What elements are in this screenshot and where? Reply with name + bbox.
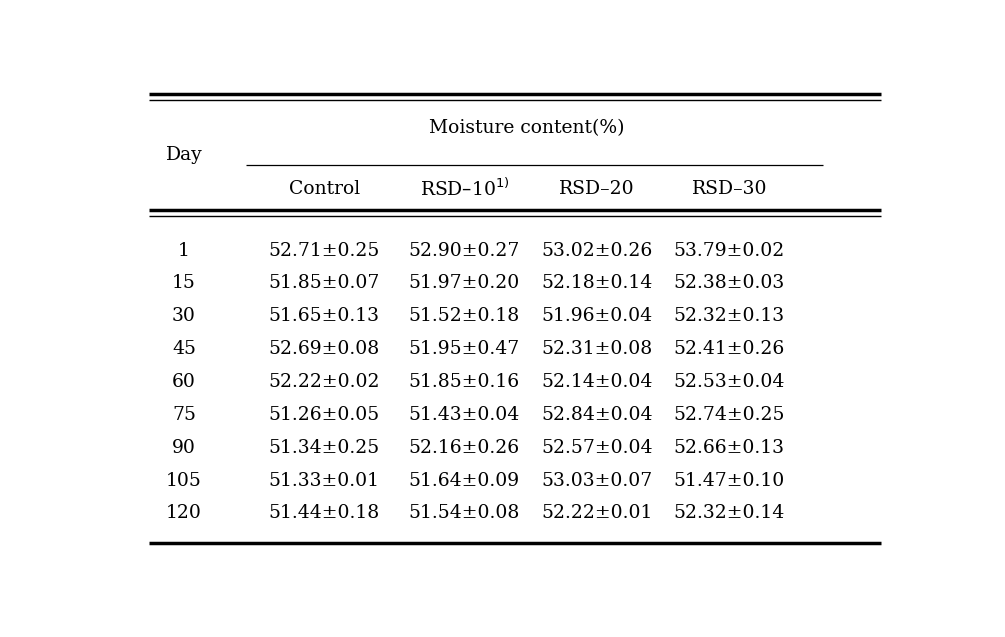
Text: RSD–20: RSD–20 <box>559 180 634 198</box>
Text: 52.31±0.08: 52.31±0.08 <box>542 340 652 358</box>
Text: 52.53±0.04: 52.53±0.04 <box>673 373 785 391</box>
Text: 30: 30 <box>172 307 196 326</box>
Text: 52.32±0.14: 52.32±0.14 <box>673 505 785 522</box>
Text: 52.16±0.26: 52.16±0.26 <box>409 439 520 457</box>
Text: 45: 45 <box>172 340 196 358</box>
Text: RSD–30: RSD–30 <box>691 180 767 198</box>
Text: 52.84±0.04: 52.84±0.04 <box>541 406 652 424</box>
Text: 51.97±0.20: 51.97±0.20 <box>409 275 520 292</box>
Text: Day: Day <box>166 146 202 164</box>
Text: 52.71±0.25: 52.71±0.25 <box>268 241 380 259</box>
Text: 52.69±0.08: 52.69±0.08 <box>268 340 380 358</box>
Text: 51.64±0.09: 51.64±0.09 <box>409 471 520 490</box>
Text: 52.66±0.13: 52.66±0.13 <box>673 439 785 457</box>
Text: 52.90±0.27: 52.90±0.27 <box>409 241 521 259</box>
Text: 60: 60 <box>172 373 196 391</box>
Text: 51.85±0.07: 51.85±0.07 <box>268 275 380 292</box>
Text: 51.26±0.05: 51.26±0.05 <box>268 406 380 424</box>
Text: 52.32±0.13: 52.32±0.13 <box>673 307 785 326</box>
Text: 51.85±0.16: 51.85±0.16 <box>409 373 520 391</box>
Text: 51.95±0.47: 51.95±0.47 <box>409 340 520 358</box>
Text: 51.54±0.08: 51.54±0.08 <box>409 505 521 522</box>
Text: 53.03±0.07: 53.03±0.07 <box>542 471 652 490</box>
Text: 51.43±0.04: 51.43±0.04 <box>409 406 520 424</box>
Text: 52.22±0.02: 52.22±0.02 <box>268 373 380 391</box>
Text: Moisture content(%): Moisture content(%) <box>429 119 624 137</box>
Text: 51.65±0.13: 51.65±0.13 <box>268 307 380 326</box>
Text: 52.18±0.14: 52.18±0.14 <box>542 275 652 292</box>
Text: 52.57±0.04: 52.57±0.04 <box>541 439 652 457</box>
Text: 105: 105 <box>166 471 202 490</box>
Text: Control: Control <box>288 180 360 198</box>
Text: 51.34±0.25: 51.34±0.25 <box>268 439 380 457</box>
Text: 51.33±0.01: 51.33±0.01 <box>268 471 380 490</box>
Text: 52.14±0.04: 52.14±0.04 <box>541 373 652 391</box>
Text: 51.47±0.10: 51.47±0.10 <box>673 471 785 490</box>
Text: 51.96±0.04: 51.96±0.04 <box>542 307 652 326</box>
Text: 53.79±0.02: 53.79±0.02 <box>673 241 785 259</box>
Text: 15: 15 <box>172 275 196 292</box>
Text: 53.02±0.26: 53.02±0.26 <box>542 241 652 259</box>
Text: 90: 90 <box>172 439 196 457</box>
Text: RSD–10$^{1)}$: RSD–10$^{1)}$ <box>419 178 510 201</box>
Text: 51.52±0.18: 51.52±0.18 <box>409 307 520 326</box>
Text: 52.41±0.26: 52.41±0.26 <box>673 340 785 358</box>
Text: 120: 120 <box>166 505 202 522</box>
Text: 52.22±0.01: 52.22±0.01 <box>541 505 652 522</box>
Text: 52.38±0.03: 52.38±0.03 <box>673 275 785 292</box>
Text: 51.44±0.18: 51.44±0.18 <box>268 505 380 522</box>
Text: 1: 1 <box>178 241 190 259</box>
Text: 52.74±0.25: 52.74±0.25 <box>673 406 785 424</box>
Text: 75: 75 <box>172 406 196 424</box>
